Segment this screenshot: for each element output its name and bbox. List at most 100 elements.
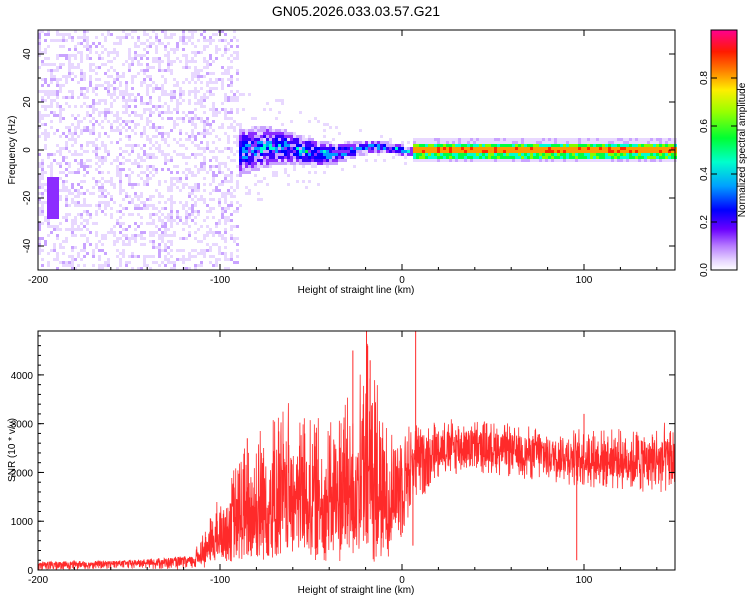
spectrogram-cell — [200, 165, 203, 168]
spectrogram-cell — [239, 132, 242, 135]
spectrogram-cell — [137, 39, 140, 42]
spectrogram-cell — [68, 255, 71, 258]
spectrogram-cell — [383, 147, 386, 150]
spectrogram-cell — [170, 123, 173, 126]
spectrogram-cell — [38, 189, 41, 192]
spectrogram-cell — [194, 30, 197, 33]
spectrogram-cell — [176, 225, 179, 228]
spectrogram-cell — [254, 135, 257, 138]
spectrogram-cell — [218, 222, 221, 225]
spectrogram-cell — [275, 117, 278, 120]
spectrogram-cell — [290, 156, 293, 159]
spectrogram-cell — [44, 102, 47, 105]
spectrogram-cell — [155, 108, 158, 111]
spectrogram-cell — [269, 132, 272, 135]
spectrogram-cell — [110, 48, 113, 51]
spectrogram-cell — [191, 135, 194, 138]
spectrogram-cell — [326, 141, 329, 144]
spectrogram-cell — [50, 240, 53, 243]
spectrogram-cell — [77, 255, 80, 258]
spectrogram-cell — [167, 117, 170, 120]
spectrogram-cell — [107, 96, 110, 99]
spectrogram-cell — [176, 66, 179, 69]
spectrogram-cell — [155, 78, 158, 81]
spectrogram-cell — [197, 117, 200, 120]
spectrogram-cell — [89, 186, 92, 189]
spectrogram-cell — [137, 132, 140, 135]
spectrogram-cell — [119, 216, 122, 219]
spectrogram-cell — [338, 150, 341, 153]
spectrogram-cell — [173, 216, 176, 219]
spectrogram-cell — [56, 84, 59, 87]
spectrogram-cell — [236, 45, 239, 48]
spectrogram-cell — [272, 126, 275, 129]
spectrogram-cell — [167, 213, 170, 216]
spectrogram-cell — [185, 30, 188, 33]
spectrogram-cell — [167, 228, 170, 231]
spectrogram-cell — [182, 156, 185, 159]
spectrogram-cell — [191, 36, 194, 39]
spectrogram-cell — [281, 129, 284, 132]
spectrogram-cell — [119, 180, 122, 183]
spectrogram-cell — [185, 225, 188, 228]
spectrogram-cell — [38, 207, 41, 210]
spectrogram-cell — [215, 87, 218, 90]
spectrogram-cell — [263, 141, 266, 144]
spectrogram-cell — [119, 246, 122, 249]
spectrogram-cell — [275, 159, 278, 162]
spectrogram-cell — [203, 78, 206, 81]
spectrogram-cell — [149, 234, 152, 237]
spectrogram-cell — [104, 93, 107, 96]
spectrogram-cell — [176, 60, 179, 63]
spectrogram-cell — [119, 195, 122, 198]
spectrogram-cell — [77, 135, 80, 138]
spectrogram-cell — [77, 216, 80, 219]
spectrogram-cell — [275, 174, 278, 177]
spectrogram-cell — [38, 177, 41, 180]
spectrogram-cell — [302, 147, 305, 150]
spectrogram-cell — [134, 45, 137, 48]
spectrogram-cell — [329, 150, 332, 153]
spectrogram-cell — [323, 123, 326, 126]
spectrogram-cell — [317, 156, 320, 159]
spectrogram-cell — [248, 192, 251, 195]
spectrogram-cell — [200, 123, 203, 126]
spectrogram-cell — [194, 135, 197, 138]
spectrogram-cell — [191, 72, 194, 75]
spectrogram-cell — [191, 207, 194, 210]
spectrogram-cell — [353, 165, 356, 168]
spectrogram-cell — [194, 183, 197, 186]
spectrogram-cell — [224, 33, 227, 36]
spectrogram-cell — [209, 198, 212, 201]
spectrogram-cell — [71, 189, 74, 192]
spectrogram-cell — [65, 198, 68, 201]
spectrogram-cell — [143, 252, 146, 255]
spectrogram-cell — [248, 147, 251, 150]
spectrogram-cell — [293, 168, 296, 171]
spectrogram-cell — [293, 165, 296, 168]
spectrogram-cell — [209, 111, 212, 114]
spectrogram-cell — [284, 135, 287, 138]
spectrogram-cell — [128, 183, 131, 186]
spectrogram-cell — [323, 156, 326, 159]
spectrogram-cell — [230, 258, 233, 261]
spectrogram-cell — [212, 54, 215, 57]
spectrogram-cell — [179, 126, 182, 129]
spectrogram-cell — [212, 114, 215, 117]
spectrogram-cell — [80, 264, 83, 267]
spectrogram-cell — [209, 255, 212, 258]
spectrogram-cell — [77, 183, 80, 186]
spectrogram-cell — [203, 255, 206, 258]
spectrogram-cell — [122, 237, 125, 240]
spectrogram-cell — [101, 84, 104, 87]
spectrogram-cell — [59, 99, 62, 102]
spectrogram-cell — [170, 261, 173, 264]
spectrogram-cell — [197, 174, 200, 177]
spectrogram-cell — [71, 222, 74, 225]
spectrogram-cell — [197, 90, 200, 93]
spectrogram-cell — [53, 138, 56, 141]
spectrogram-cell — [206, 207, 209, 210]
spectrogram-cell — [266, 156, 269, 159]
spectrogram-cell — [173, 57, 176, 60]
spectrogram-cell — [92, 129, 95, 132]
